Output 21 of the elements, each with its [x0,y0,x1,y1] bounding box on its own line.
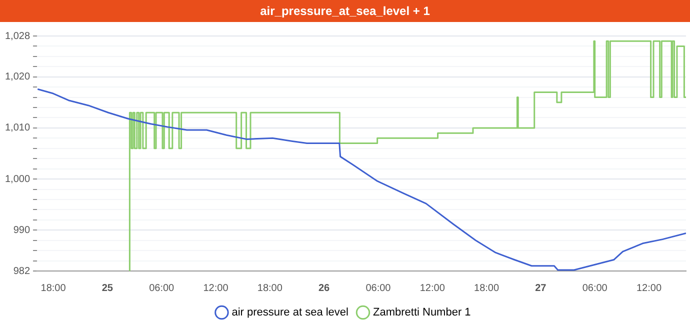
x-tick-label: 25 [102,282,114,294]
x-tick-label: 27 [535,282,547,294]
y-tick-label: 1,020 [4,72,30,83]
x-tick-label: 18:00 [40,282,66,294]
chart-title: air_pressure_at_sea_level + 1 [0,0,690,22]
x-tick-label: 12:00 [203,282,229,294]
x-tick-label: 18:00 [257,282,283,294]
x-tick-label: 12:00 [636,282,662,294]
x-tick-label: 12:00 [420,282,446,294]
x-tick-label: 06:00 [366,282,392,294]
y-tick-label: 1,028 [4,30,30,42]
x-tick-label: 06:00 [149,282,175,294]
y-tick-label: 1,000 [4,174,30,185]
x-tick-label: 26 [318,282,330,294]
x-tick-label: 06:00 [582,282,608,294]
y-tick-label: 1,010 [4,122,30,134]
legend-label: air pressure at sea level [232,306,348,319]
x-tick-label: 18:00 [474,282,500,294]
legend-label: Zambretti Number 1 [372,306,471,319]
y-tick-label: 982 [13,266,30,277]
y-tick-label: 990 [13,224,30,236]
